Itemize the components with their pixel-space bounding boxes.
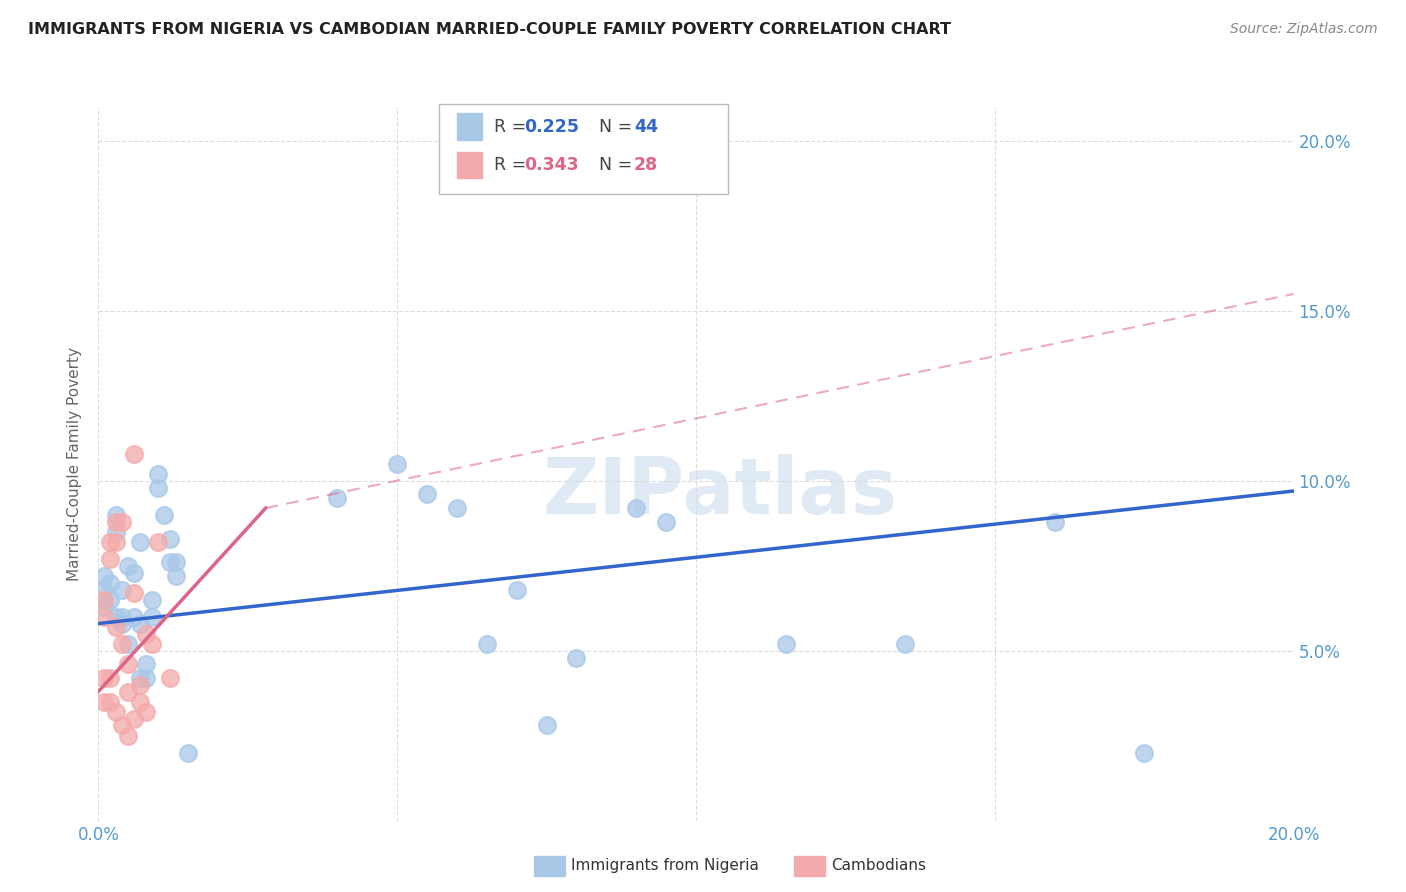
Point: [536, 718, 558, 732]
Point: [775, 637, 797, 651]
Point: [105, 508, 128, 522]
Point: [129, 695, 152, 709]
Point: [124, 447, 146, 461]
Point: [124, 586, 146, 600]
Point: [129, 535, 152, 549]
Point: [135, 657, 157, 672]
Point: [100, 575, 122, 590]
Point: [93, 592, 115, 607]
Point: [655, 515, 678, 529]
Point: [105, 535, 128, 549]
Point: [1043, 515, 1066, 529]
Point: [148, 481, 170, 495]
Point: [93, 695, 115, 709]
Point: [117, 657, 139, 672]
Point: [111, 582, 134, 597]
Point: [153, 508, 176, 522]
Point: [129, 678, 152, 692]
Point: [105, 609, 128, 624]
Point: [100, 695, 122, 709]
Point: [159, 671, 181, 685]
Point: [117, 558, 139, 573]
Point: [135, 626, 157, 640]
Point: [446, 501, 468, 516]
Point: [416, 487, 439, 501]
Point: [565, 650, 588, 665]
Point: [129, 616, 152, 631]
Point: [117, 684, 139, 698]
Text: Cambodians: Cambodians: [831, 858, 927, 872]
Text: 0.343: 0.343: [524, 156, 579, 174]
Text: IMMIGRANTS FROM NIGERIA VS CAMBODIAN MARRIED-COUPLE FAMILY POVERTY CORRELATION C: IMMIGRANTS FROM NIGERIA VS CAMBODIAN MAR…: [28, 22, 950, 37]
Point: [93, 599, 115, 614]
Point: [100, 552, 122, 566]
Point: [111, 616, 134, 631]
Point: [124, 712, 146, 726]
Text: 44: 44: [634, 118, 658, 136]
Point: [1133, 746, 1156, 760]
Point: [111, 718, 134, 732]
Point: [894, 637, 917, 651]
Point: [93, 671, 115, 685]
Point: [141, 637, 163, 651]
Point: [111, 637, 134, 651]
Point: [177, 746, 200, 760]
Point: [135, 705, 157, 719]
Point: [326, 491, 349, 505]
Y-axis label: Married-Couple Family Poverty: Married-Couple Family Poverty: [67, 347, 83, 581]
Point: [93, 582, 115, 597]
Point: [100, 671, 122, 685]
Point: [105, 524, 128, 539]
Point: [124, 566, 146, 580]
Point: [93, 569, 115, 583]
Point: [117, 637, 139, 651]
Point: [148, 467, 170, 481]
Point: [475, 637, 498, 651]
Point: [159, 532, 181, 546]
Point: [105, 515, 128, 529]
Point: [141, 592, 163, 607]
Point: [105, 620, 128, 634]
Point: [626, 501, 648, 516]
Point: [141, 609, 163, 624]
Point: [105, 705, 128, 719]
Point: [385, 457, 409, 471]
Point: [111, 515, 134, 529]
Point: [506, 582, 529, 597]
Point: [135, 671, 157, 685]
Text: ZIPatlas: ZIPatlas: [543, 454, 897, 531]
Point: [165, 555, 187, 569]
Text: 0.225: 0.225: [524, 118, 579, 136]
Point: [100, 535, 122, 549]
Point: [148, 535, 170, 549]
Text: R =: R =: [494, 118, 531, 136]
Text: R =: R =: [494, 156, 531, 174]
Point: [129, 671, 152, 685]
Point: [111, 609, 134, 624]
Text: Source: ZipAtlas.com: Source: ZipAtlas.com: [1230, 22, 1378, 37]
Point: [165, 569, 187, 583]
Text: Immigrants from Nigeria: Immigrants from Nigeria: [571, 858, 759, 872]
Point: [124, 609, 146, 624]
Point: [100, 592, 122, 607]
Text: N =: N =: [588, 156, 637, 174]
Point: [117, 729, 139, 743]
Text: 28: 28: [634, 156, 658, 174]
Text: N =: N =: [588, 118, 637, 136]
Point: [93, 609, 115, 624]
Point: [159, 555, 181, 569]
